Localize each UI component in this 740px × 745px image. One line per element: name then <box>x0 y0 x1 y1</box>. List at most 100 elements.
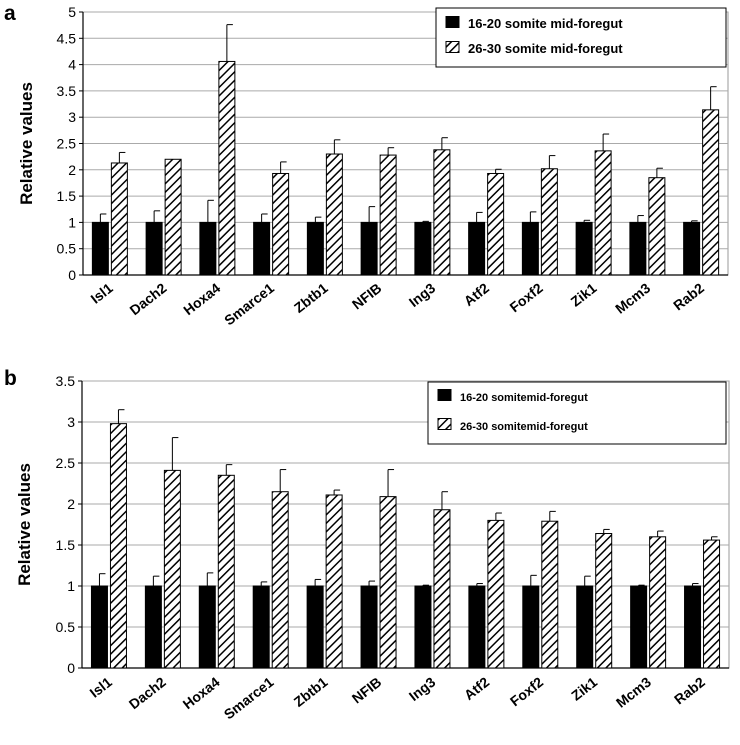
bar-late-nfib <box>379 496 397 669</box>
chart-panel-b: 0 0.5 1 1.5 2 2.5 3 3.5 Relative values Isl1 Dach2… <box>15 373 730 723</box>
bar-early-smarce1 <box>253 221 271 276</box>
y-tick-label: 4 <box>68 57 76 73</box>
bar-late-dach2 <box>163 469 181 669</box>
y-axis-label: Relative values <box>17 82 36 205</box>
y-tick-label: 3.5 <box>57 83 77 99</box>
legend-label-late: 26-30 somitemid-foregut <box>460 421 588 433</box>
bar-early-atf2 <box>468 585 486 669</box>
legend-label-early: 16-20 somite mid-foregut <box>468 16 623 31</box>
x-tick-label: Dach2 <box>127 280 170 319</box>
y-tick-label: 3 <box>68 109 76 125</box>
x-tick-label: Dach2 <box>126 674 169 713</box>
x-tick-label: Hoxa4 <box>180 674 223 713</box>
bar-early-zbtb1 <box>306 221 324 276</box>
panel-letter-a: a <box>4 2 16 25</box>
bar-early-smarce1 <box>252 585 270 669</box>
bar-late-zik1 <box>595 533 613 669</box>
legend-swatch-early <box>445 16 460 28</box>
y-tick-label: 2 <box>68 162 76 178</box>
y-tick-label: 0.5 <box>57 241 77 257</box>
x-tick-label: Zik1 <box>568 280 600 310</box>
x-tick-label: Mcm3 <box>613 674 654 711</box>
bar-late-hoxa4 <box>217 474 235 669</box>
bar-early-zik1 <box>575 221 593 276</box>
bar-late-ing3 <box>433 509 451 669</box>
x-tick-label: Atf2 <box>461 280 492 309</box>
y-tick-label: 1 <box>68 214 76 230</box>
bar-early-dach2 <box>145 221 163 276</box>
x-tick-label: Zbtb1 <box>291 674 331 710</box>
bar-early-rab2 <box>683 221 701 276</box>
bar-early-isl1 <box>90 585 108 669</box>
legend <box>427 381 727 445</box>
bar-late-foxf2 <box>541 520 559 669</box>
bar-late-rab2 <box>703 539 721 669</box>
y-tick-label: 2.5 <box>57 136 77 152</box>
bar-early-ing3 <box>414 221 432 276</box>
x-tick-label: Ing3 <box>406 280 439 310</box>
bar-early-ing3 <box>414 585 432 669</box>
bar-late-isl1 <box>109 423 127 669</box>
bar-early-hoxa4 <box>199 221 217 276</box>
bar-late-dach2 <box>164 158 182 276</box>
bar-late-zik1 <box>594 150 612 276</box>
x-tick-label: Atf2 <box>461 674 492 703</box>
y-tick-label: 0.5 <box>56 619 76 635</box>
bar-late-foxf2 <box>540 168 558 276</box>
x-tick-label: Ing3 <box>406 674 439 704</box>
bar-late-mcm3 <box>648 177 666 276</box>
x-tick-label: Isl1 <box>87 280 115 307</box>
y-tick-label: 4.5 <box>57 30 77 46</box>
y-tick-label: 1.5 <box>56 537 76 553</box>
x-tick-label: NFIB <box>349 280 385 313</box>
bar-late-atf2 <box>487 172 505 276</box>
bar-early-dach2 <box>144 585 162 669</box>
bar-late-isl1 <box>110 162 128 276</box>
y-tick-label: 0 <box>67 660 75 676</box>
y-tick-label: 5 <box>68 4 76 20</box>
bar-early-nfib <box>360 585 378 669</box>
bar-early-zik1 <box>576 585 594 669</box>
chart-panel-a: 0 0.5 1 1.5 2 2.5 3 3.5 4 4.5 5 Relative values Isl1… <box>17 4 729 328</box>
x-tick-label: Foxf2 <box>507 674 546 710</box>
bar-early-nfib <box>360 221 378 276</box>
bar-late-smarce1 <box>271 491 289 669</box>
legend-label-early: 16-20 somitemid-foregut <box>460 392 588 404</box>
bar-early-rab2 <box>684 585 702 669</box>
y-axis-label: Relative values <box>15 463 34 586</box>
y-tick-label: 1.5 <box>57 188 77 204</box>
legend-swatch-late <box>437 418 452 430</box>
x-tick-label: Mcm3 <box>612 280 653 317</box>
y-tick-label: 3.5 <box>56 373 76 389</box>
bar-late-nfib <box>379 154 397 276</box>
bar-late-rab2 <box>702 109 720 276</box>
x-tick-label: Rab2 <box>671 674 708 708</box>
legend-label-late: 26-30 somite mid-foregut <box>468 41 623 56</box>
bar-early-foxf2 <box>522 585 540 669</box>
x-tick-label: Foxf2 <box>506 280 545 316</box>
bar-late-atf2 <box>487 519 505 669</box>
bar-early-zbtb1 <box>306 585 324 669</box>
x-tick-label: Rab2 <box>670 280 707 314</box>
y-tick-label: 1 <box>67 578 75 594</box>
y-tick-label: 2.5 <box>56 455 76 471</box>
bar-late-hoxa4 <box>218 60 236 276</box>
bar-early-foxf2 <box>521 221 539 276</box>
x-tick-label: Isl1 <box>87 674 115 701</box>
y-tick-label: 2 <box>67 496 75 512</box>
bar-late-smarce1 <box>272 172 290 276</box>
legend-swatch-late <box>445 41 460 53</box>
x-tick-label: Zik1 <box>568 674 600 704</box>
legend <box>435 7 727 68</box>
bar-late-mcm3 <box>649 536 667 669</box>
y-tick-label: 3 <box>67 414 75 430</box>
x-tick-label: Hoxa4 <box>180 280 223 319</box>
bar-early-mcm3 <box>630 585 648 669</box>
bar-late-zbtb1 <box>325 494 343 669</box>
bar-early-isl1 <box>91 221 109 276</box>
x-tick-label: NFIB <box>349 674 385 707</box>
bar-late-ing3 <box>433 149 451 276</box>
x-tick-label: Smarce1 <box>221 674 277 723</box>
legend-swatch-early <box>437 389 452 401</box>
